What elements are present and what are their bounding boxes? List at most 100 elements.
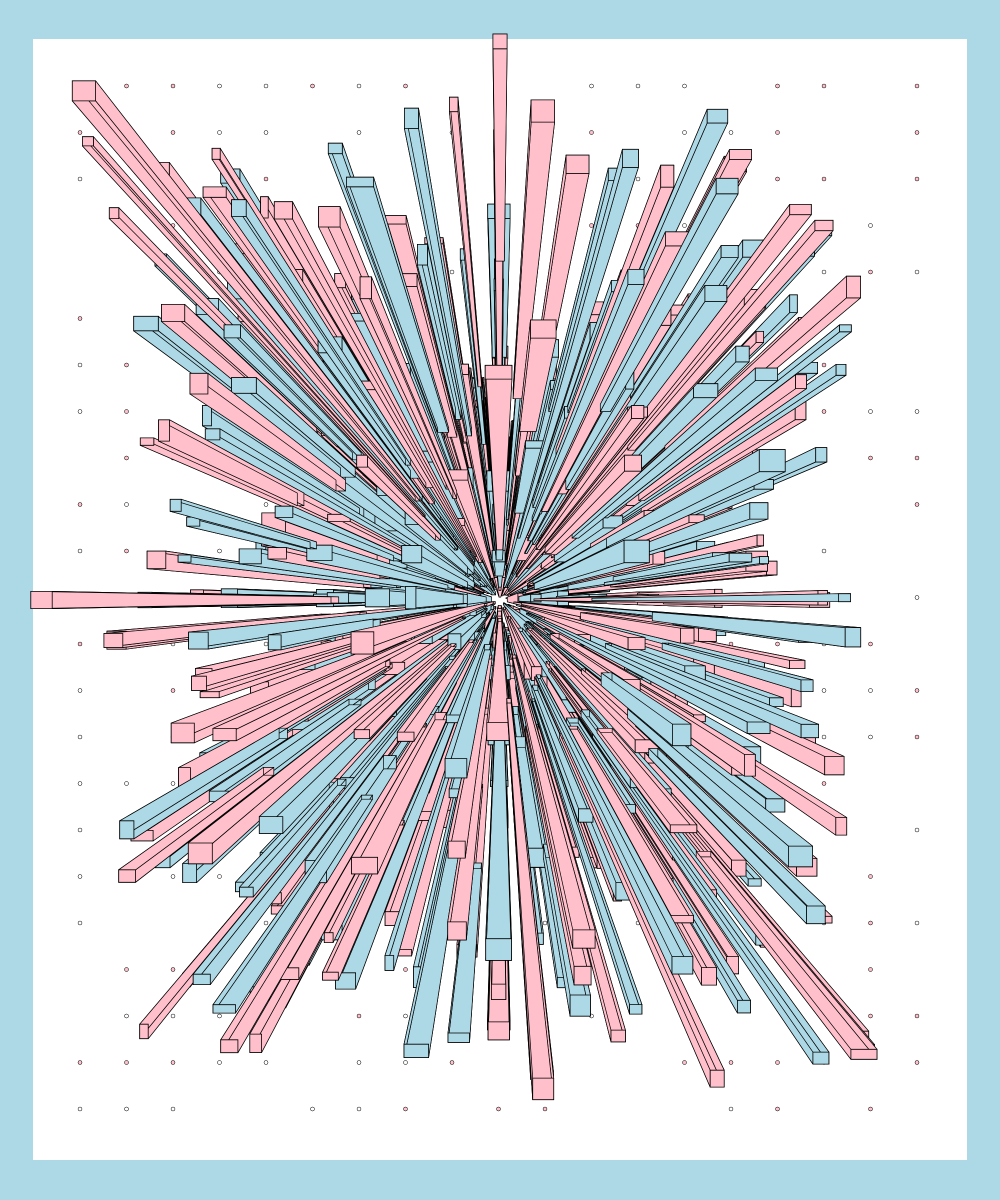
box-front-face <box>447 921 467 941</box>
grid-dot <box>77 362 83 368</box>
grid-dot <box>868 688 873 693</box>
grid-dot <box>775 176 780 182</box>
grid-dot <box>356 1013 362 1019</box>
grid-dot <box>124 409 129 414</box>
grid-dot <box>775 641 780 647</box>
box-front-face <box>177 554 192 563</box>
grid-dot <box>77 176 83 182</box>
grid-dot <box>124 83 129 89</box>
grid-dot <box>170 83 176 89</box>
grid-dot <box>775 130 780 135</box>
grid-dot <box>170 1013 176 1019</box>
box-front-face <box>835 817 848 836</box>
box-front-face <box>824 756 845 776</box>
box-front-face <box>249 1033 263 1053</box>
grid-dot <box>914 734 920 740</box>
grid-dot <box>682 83 687 89</box>
grid-dot <box>914 176 920 182</box>
grid-dot <box>868 409 873 414</box>
box-front-face <box>839 324 852 333</box>
grid-dot <box>217 1060 222 1065</box>
grid-dot <box>728 1060 734 1065</box>
grid-dot <box>356 1106 362 1112</box>
grid-dot <box>821 548 827 554</box>
box-front-face <box>202 186 227 198</box>
grid-dot <box>914 502 920 507</box>
grid-dot <box>635 176 641 182</box>
grid-dot <box>775 83 780 89</box>
box-front-face <box>182 863 198 883</box>
grid-dot <box>728 130 734 135</box>
grid-dot <box>542 920 548 926</box>
box-front-face <box>610 1029 626 1043</box>
box-front-face <box>199 691 220 699</box>
grid-dot <box>77 688 83 693</box>
grid-dot <box>868 920 873 926</box>
box-front-face <box>728 552 753 563</box>
grid-dot <box>868 1013 873 1019</box>
box-front-face <box>133 315 159 332</box>
grid-dot <box>449 1060 455 1065</box>
grid-dot <box>217 130 222 135</box>
grid-dot <box>682 130 687 135</box>
grid-dot <box>217 548 222 554</box>
grid-dot <box>263 502 269 507</box>
grid-dot <box>77 781 83 786</box>
grid-dot <box>124 781 129 786</box>
grid-dot <box>914 455 920 461</box>
box-front-face <box>204 428 221 441</box>
grid-dot <box>728 1106 734 1112</box>
grid-dot <box>589 83 594 89</box>
grid-dot <box>589 130 594 135</box>
box-front-face <box>765 798 786 813</box>
grid-dot <box>868 455 873 461</box>
grid-dot <box>124 967 129 972</box>
grid-dot <box>821 781 827 786</box>
box-front-face <box>769 697 784 707</box>
grid-dot <box>868 223 873 228</box>
grid-dot <box>403 1106 408 1112</box>
grid-dot <box>914 1013 920 1019</box>
grid-dot <box>170 781 176 786</box>
grid-dot <box>403 1013 408 1019</box>
grid-dot <box>170 1060 176 1065</box>
box-front-face <box>756 534 764 547</box>
box-front-face <box>139 1023 149 1040</box>
grid-dot <box>821 734 827 740</box>
grid-dot <box>77 920 83 926</box>
grid-dot <box>914 827 920 833</box>
grid-dot <box>914 688 920 693</box>
box-front-face <box>735 345 750 363</box>
box-front-face <box>211 147 221 160</box>
box-front-face <box>835 363 847 376</box>
grid-dot <box>77 734 83 740</box>
grid-dot <box>821 409 827 414</box>
grid-dot <box>217 1013 222 1019</box>
grid-dot <box>868 967 873 972</box>
grid-dot <box>124 362 129 368</box>
grid-dot <box>914 130 920 135</box>
grid-dot <box>821 362 827 368</box>
box-front-face <box>202 405 212 427</box>
grid-dot <box>124 1013 129 1019</box>
grid-dot <box>496 1106 501 1112</box>
grid-dot <box>821 176 827 182</box>
grid-dot <box>403 967 408 972</box>
grid-dot <box>449 269 455 275</box>
box-front-face <box>789 660 806 669</box>
grid-dot <box>775 1106 780 1112</box>
box-front-face <box>720 245 739 259</box>
grid-dot <box>635 83 641 89</box>
grid-dot <box>77 548 83 554</box>
grid-dot <box>542 1106 548 1112</box>
grid-dot <box>77 874 83 879</box>
grid-dot <box>77 827 83 833</box>
grid-dot <box>775 1060 780 1065</box>
box-front-face <box>146 550 167 570</box>
box-front-face <box>565 154 590 174</box>
box-front-face <box>844 627 862 648</box>
grid-dot <box>310 83 315 89</box>
perspective-boxes <box>30 33 878 1101</box>
grid-dot <box>682 223 687 228</box>
